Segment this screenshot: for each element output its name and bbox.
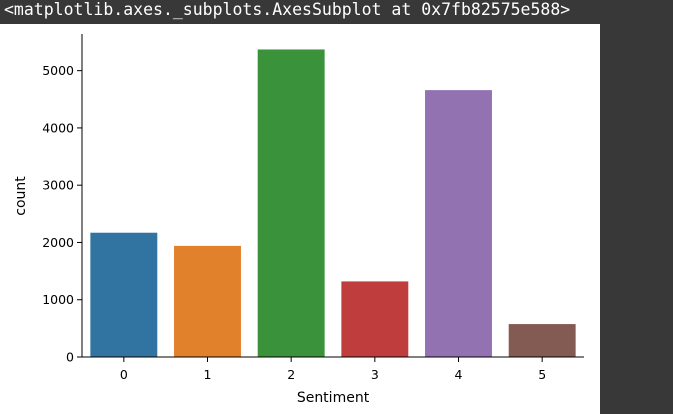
y-tick-label: 1000	[42, 292, 74, 307]
bar-2	[257, 49, 325, 357]
y-axis-label: count	[13, 176, 29, 216]
y-tick-label: 4000	[42, 120, 74, 135]
bar-3	[341, 281, 409, 357]
x-tick-label: 5	[538, 367, 546, 382]
y-tick-label: 3000	[42, 178, 74, 193]
bar-chart: 0 1000 2000 3000 4000 5000 0 1 2 3 4 5 Sentiment c…	[13, 34, 584, 406]
y-tick-label: 5000	[42, 63, 74, 78]
bar-1	[174, 245, 241, 357]
x-tick-label: 4	[455, 367, 463, 382]
bars-group	[90, 49, 576, 357]
x-axis-ticks: 0 1 2 3 4 5	[120, 357, 546, 382]
figure: 0 1000 2000 3000 4000 5000 0 1 2 3 4 5 Sentiment c…	[0, 24, 600, 414]
y-tick-label: 2000	[42, 235, 74, 250]
x-tick-label: 1	[204, 367, 212, 382]
x-tick-label: 0	[120, 367, 128, 382]
x-axis-label: Sentiment	[297, 390, 370, 406]
bar-5	[508, 324, 576, 357]
bar-4	[425, 90, 492, 357]
y-axis-ticks: 0 1000 2000 3000 4000 5000	[42, 63, 82, 365]
cell-output-repr: <matplotlib.axes._subplots.AxesSubplot a…	[4, 0, 571, 19]
x-tick-label: 3	[371, 367, 379, 382]
x-tick-label: 2	[287, 367, 295, 382]
y-tick-label: 0	[66, 350, 74, 365]
bar-0	[90, 232, 158, 357]
